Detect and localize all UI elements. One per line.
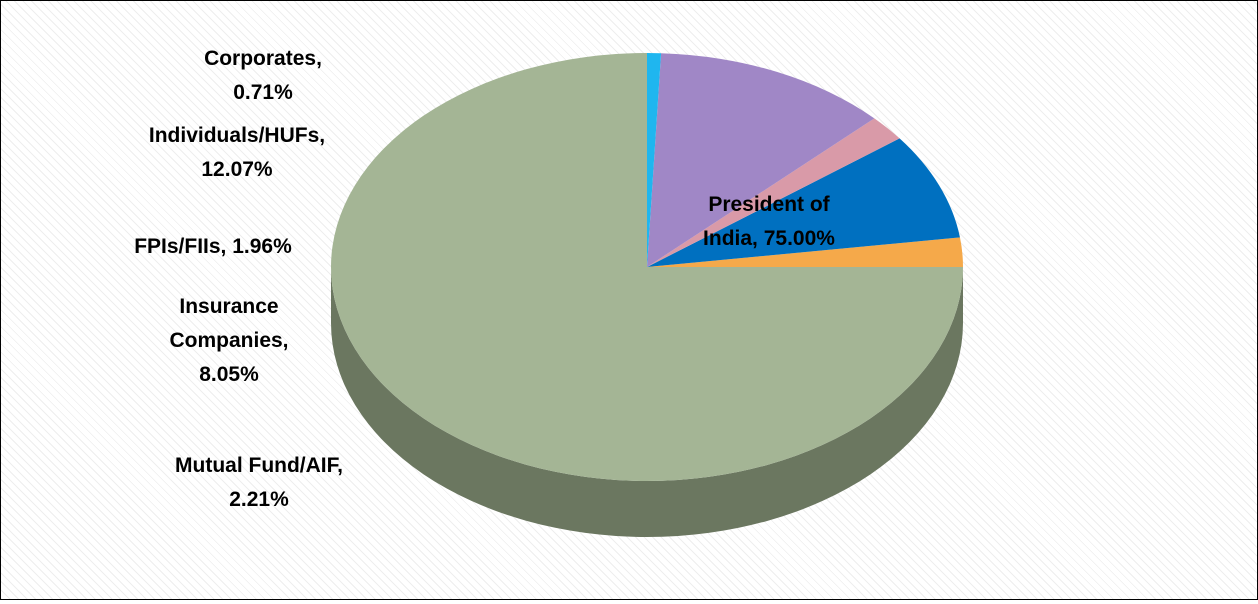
pie-slice-fpis-fiis: [647, 118, 900, 268]
slice-label-fpis-fiis: FPIs/FIIs, 1.96%: [134, 235, 292, 258]
slice-label-line: India, 75.00%: [703, 227, 835, 250]
slice-label-president-of-india: President of India, 75.00%: [703, 193, 835, 250]
slice-label-line: 8.05%: [199, 363, 259, 386]
slice-label-line: Mutual Fund/AIF,: [175, 454, 343, 477]
slice-label-line: 12.07%: [201, 158, 273, 181]
slice-label-line: FPIs/FIIs, 1.96%: [134, 235, 292, 258]
slice-label-insurance-companies: Insurance Companies, 8.05%: [169, 295, 288, 386]
pie-side-president-of-india: [331, 267, 963, 537]
pie-slice-corporates: [647, 53, 662, 267]
pie-slice-insurance-companies: [647, 138, 960, 267]
pie-slice-individuals-hufs: [647, 53, 875, 267]
pie-slice-mutual-fund-aif: [647, 237, 963, 267]
slice-label-corporates: Corporates, 0.71%: [204, 47, 322, 104]
slice-label-line: Individuals/HUFs,: [149, 124, 325, 147]
slice-label-individuals-hufs: Individuals/HUFs, 12.07%: [149, 124, 325, 181]
slice-label-line: Corporates,: [204, 47, 322, 70]
slice-label-mutual-fund-aif: Mutual Fund/AIF, 2.21%: [175, 454, 343, 511]
slice-label-line: 0.71%: [233, 81, 293, 104]
slice-label-line: Companies,: [169, 329, 288, 352]
slice-label-line: Insurance: [179, 295, 278, 318]
slice-label-line: President of: [708, 193, 830, 216]
slice-label-line: 2.21%: [229, 488, 289, 511]
